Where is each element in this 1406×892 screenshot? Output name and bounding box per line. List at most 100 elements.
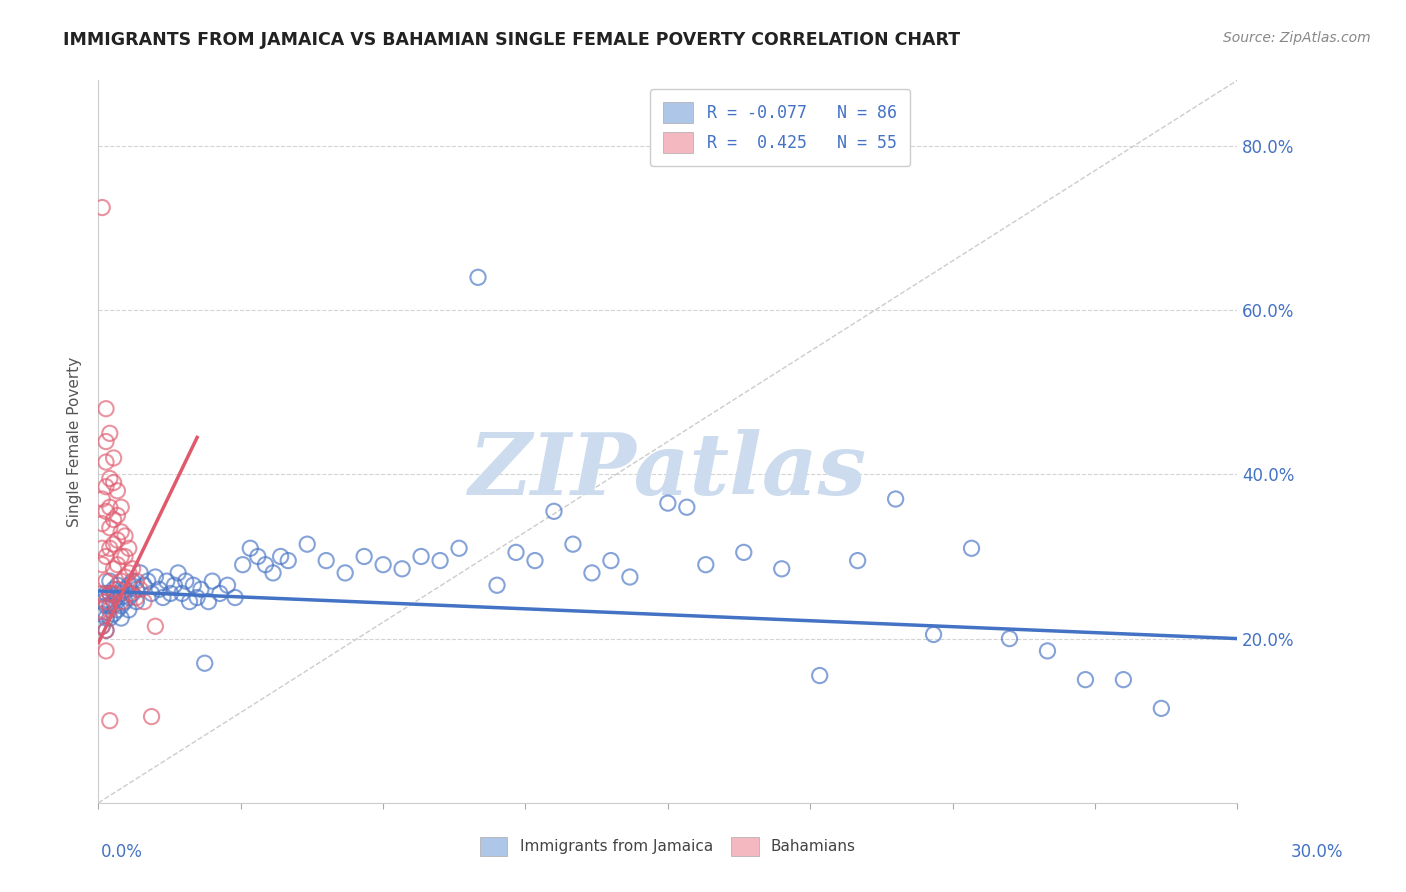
Point <box>208 586 231 600</box>
Point <box>411 549 433 564</box>
Point <box>107 558 129 572</box>
Point <box>98 599 121 613</box>
Point <box>121 586 143 600</box>
Point <box>103 607 125 621</box>
Point <box>125 591 148 605</box>
Point <box>174 574 197 588</box>
Point <box>148 582 170 597</box>
Point <box>118 586 141 600</box>
Point <box>167 566 190 580</box>
Point <box>107 533 129 547</box>
Point <box>98 541 121 556</box>
Point <box>98 611 121 625</box>
Point <box>505 545 527 559</box>
Point <box>94 611 117 625</box>
Text: 30.0%: 30.0% <box>1291 843 1343 861</box>
Point <box>1150 701 1173 715</box>
Point <box>156 574 179 588</box>
Point <box>960 541 983 556</box>
Point <box>103 586 125 600</box>
Point <box>170 586 193 600</box>
Point <box>94 624 117 638</box>
Point <box>107 603 129 617</box>
Point <box>94 599 117 613</box>
Point <box>94 480 117 494</box>
Text: ZIPatlas: ZIPatlas <box>468 429 868 512</box>
Point <box>163 578 186 592</box>
Point <box>91 586 114 600</box>
Point <box>94 504 117 518</box>
Point <box>125 574 148 588</box>
Point <box>429 553 451 567</box>
Point <box>91 607 114 621</box>
Point <box>94 434 117 449</box>
Point <box>1074 673 1097 687</box>
Point <box>98 714 121 728</box>
Point <box>94 624 117 638</box>
Point <box>98 603 121 617</box>
Point <box>998 632 1021 646</box>
Point <box>270 549 292 564</box>
Point <box>129 566 152 580</box>
Point <box>91 594 114 608</box>
Point <box>145 619 167 633</box>
Point <box>254 558 277 572</box>
Point <box>619 570 641 584</box>
Point <box>114 529 136 543</box>
Point <box>94 574 117 588</box>
Point <box>562 537 585 551</box>
Point <box>98 426 121 441</box>
Point <box>152 591 174 605</box>
Point <box>107 582 129 597</box>
Text: Source: ZipAtlas.com: Source: ZipAtlas.com <box>1223 31 1371 45</box>
Point <box>91 558 114 572</box>
Point <box>114 549 136 564</box>
Point <box>107 591 129 605</box>
Point <box>110 611 132 625</box>
Point <box>129 582 152 597</box>
Point <box>770 562 793 576</box>
Point <box>110 574 132 588</box>
Point <box>98 521 121 535</box>
Point <box>277 553 299 567</box>
Point <box>107 483 129 498</box>
Point <box>179 594 201 608</box>
Point <box>118 566 141 580</box>
Point <box>486 578 509 592</box>
Point <box>159 586 181 600</box>
Point <box>91 541 114 556</box>
Point <box>183 578 205 592</box>
Point <box>94 594 117 608</box>
Point <box>217 578 239 592</box>
Point <box>91 491 114 506</box>
Point <box>145 570 167 584</box>
Point <box>808 668 831 682</box>
Point <box>103 537 125 551</box>
Point <box>94 586 117 600</box>
Point <box>335 566 357 580</box>
Point <box>103 582 125 597</box>
Point <box>91 619 114 633</box>
Point <box>224 591 246 605</box>
Point <box>98 500 121 515</box>
Point <box>118 541 141 556</box>
Point <box>125 582 148 597</box>
Point <box>246 549 269 564</box>
Text: IMMIGRANTS FROM JAMAICA VS BAHAMIAN SINGLE FEMALE POVERTY CORRELATION CHART: IMMIGRANTS FROM JAMAICA VS BAHAMIAN SING… <box>63 31 960 49</box>
Point <box>657 496 679 510</box>
Point <box>121 574 143 588</box>
Point <box>114 570 136 584</box>
Point <box>194 657 217 671</box>
Point <box>94 644 117 658</box>
Point <box>110 500 132 515</box>
Point <box>676 500 699 515</box>
Point <box>91 603 114 617</box>
Point <box>600 553 623 567</box>
Point <box>94 549 117 564</box>
Point <box>190 582 212 597</box>
Point <box>118 578 141 592</box>
Point <box>1112 673 1135 687</box>
Point <box>315 553 337 567</box>
Point <box>94 455 117 469</box>
Point <box>297 537 319 551</box>
